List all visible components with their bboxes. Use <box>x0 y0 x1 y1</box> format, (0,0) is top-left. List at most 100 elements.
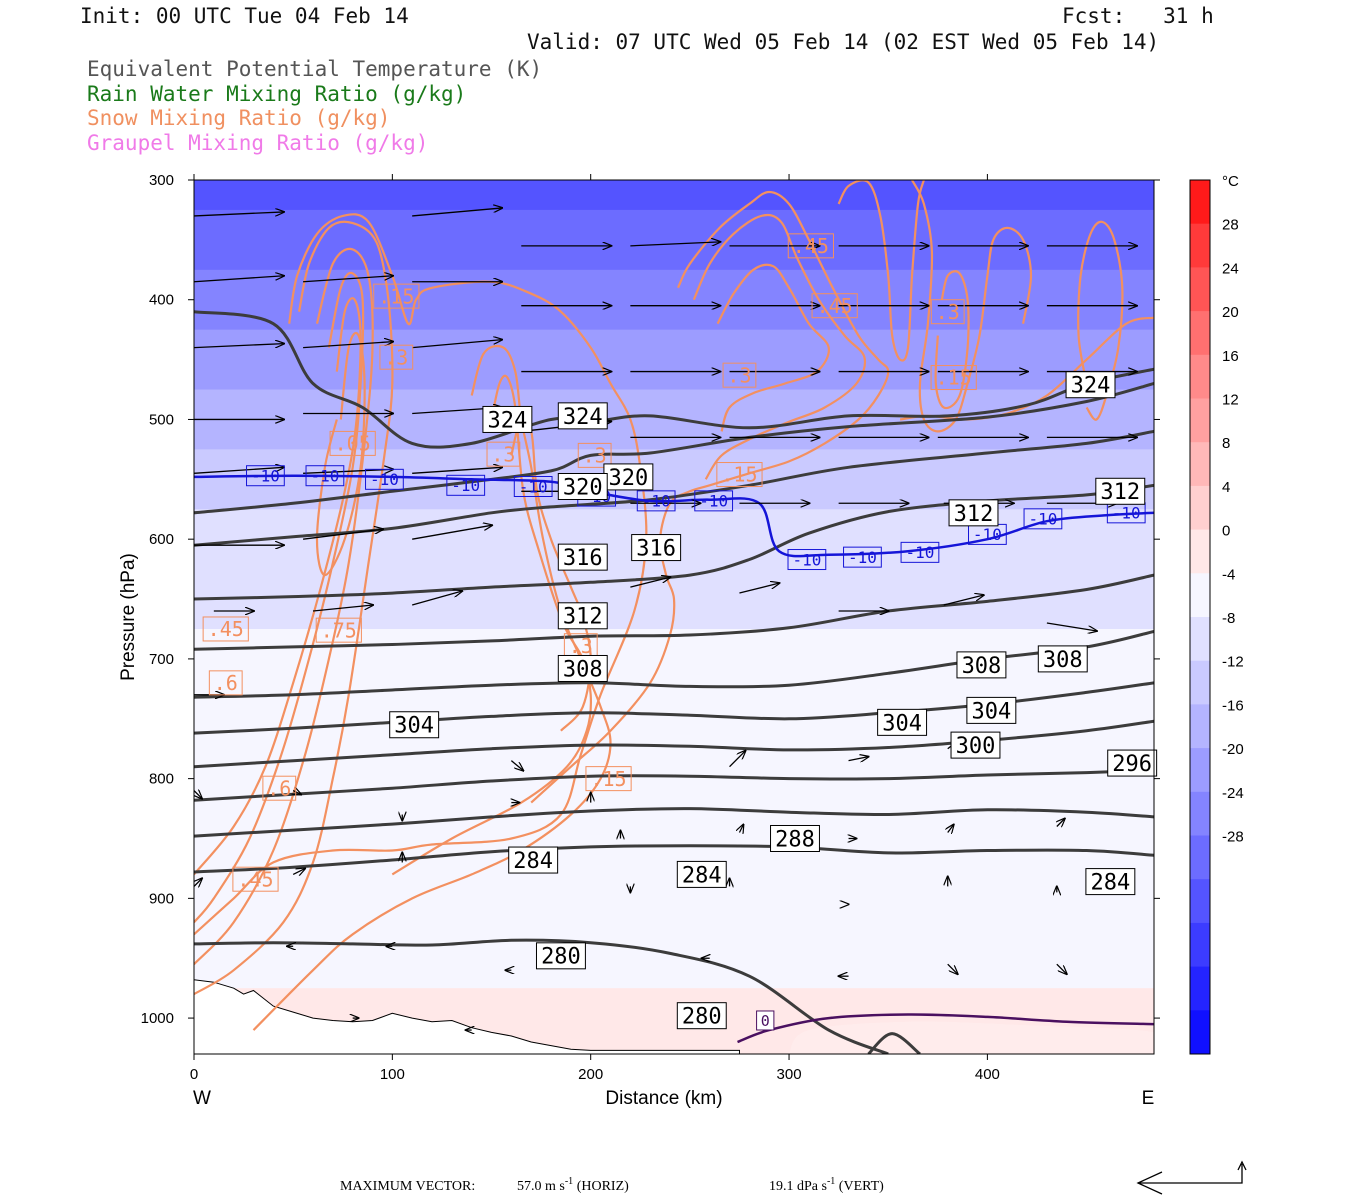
snow-label: .05 <box>335 432 371 456</box>
snow-contour <box>315 331 366 577</box>
theta-e-label-box <box>1107 749 1158 777</box>
wind-vector <box>312 605 373 612</box>
wind-vector <box>194 791 202 799</box>
colorbar-swatch <box>1190 529 1210 574</box>
theta-e-label: 324 <box>1071 374 1111 399</box>
snow-label-box <box>787 233 834 259</box>
snow-label-box <box>329 430 376 456</box>
theta-e-label: 316 <box>636 536 676 561</box>
wind-vector <box>194 276 284 283</box>
wind-vector <box>303 529 383 540</box>
theta-e-label: 312 <box>954 502 994 527</box>
wind-vector <box>293 791 301 795</box>
temp-band <box>194 209 1154 271</box>
snow-contour <box>530 190 890 804</box>
snow-label: .15 <box>590 767 626 791</box>
theta-e-label: 312 <box>1100 480 1140 505</box>
colorbar-swatch <box>1190 835 1210 880</box>
colorbar-swatch <box>1190 223 1210 268</box>
theta-e-label-box <box>557 543 608 571</box>
temp-band <box>194 868 1154 929</box>
colorbar-tick-label: -24 <box>1222 785 1244 802</box>
colorbar-swatch <box>1190 485 1210 531</box>
snow-contour <box>194 220 394 996</box>
snow-label: .45 <box>208 617 244 641</box>
wind-vector <box>194 344 284 349</box>
colorbar-tick-label: 20 <box>1222 304 1239 321</box>
colorbar-swatch <box>1190 573 1210 618</box>
plot-frame <box>193 179 1155 1055</box>
snow-label-box <box>930 299 965 325</box>
footer: MAXIMUM VECTOR: 57.0 m s-1 (HORIZ) 19.1 dP… <box>340 1160 1247 1195</box>
temp-band <box>194 748 1154 810</box>
theta-e-contour <box>194 573 1154 651</box>
theta-e-label: 300 <box>956 734 996 759</box>
y-axis-label: Pressure (hPa) <box>118 553 139 681</box>
snow-label-box <box>315 617 362 643</box>
colorbar-unit: °C <box>1222 173 1239 190</box>
colorbar-tick-label: 24 <box>1222 260 1239 277</box>
snow-label-box <box>486 441 521 467</box>
theta-e-label-box <box>557 472 608 500</box>
temp-band <box>194 180 1154 211</box>
horiz-max-vector: 57.0 m s-1 (HORIZ) <box>517 1176 629 1194</box>
theta-e-label-box <box>631 534 682 562</box>
axes: 300 400 500 600 700 800 900 1000 0 100 200 300 400 Di… <box>118 172 1160 1109</box>
isotherm-minus10-label: -10 <box>973 525 1002 544</box>
snow-label: .45 <box>793 234 829 258</box>
colorbar-tick-label: 0 <box>1222 523 1230 540</box>
max-vector-label: MAXIMUM VECTOR: <box>340 1179 475 1194</box>
snow-contour <box>194 213 648 936</box>
colorbar-tick-label: -28 <box>1222 829 1244 846</box>
y-tick-label: 900 <box>149 890 174 907</box>
colorbar-swatch <box>1190 704 1210 749</box>
wind-vector <box>412 340 502 349</box>
reference-vector-head-vert <box>1237 1160 1247 1171</box>
wind-vector <box>948 825 954 833</box>
colorbar-tick-label: -12 <box>1222 654 1244 671</box>
theta-e-contour <box>194 807 1154 838</box>
isotherm-minus10-label: -10 <box>1028 510 1057 529</box>
theta-e-contour <box>194 719 1154 769</box>
y-tick-label: 600 <box>149 531 174 548</box>
x-tick-label: 200 <box>578 1066 603 1083</box>
x-tick-label: 0 <box>190 1066 198 1083</box>
colorbar-tick-label: 16 <box>1222 348 1239 365</box>
wind-vector <box>947 963 958 974</box>
isotherm-minus10-label-box <box>1023 508 1063 530</box>
wind-vectors <box>194 208 1137 1030</box>
wind-vector <box>630 242 720 247</box>
isotherm-minus10-label: -10 <box>699 492 728 511</box>
legend-snow: Snow Mixing Ratio (g/kg) <box>87 106 391 130</box>
colorbar-swatch <box>1190 180 1210 225</box>
legend-graupel: Graupel Mixing Ratio (g/kg) <box>87 131 429 155</box>
isotherm-minus10-label: -10 <box>370 470 399 489</box>
theta-e-label: 304 <box>394 714 434 739</box>
theta-e-label: 312 <box>563 605 603 630</box>
theta-e-label: 284 <box>513 849 553 874</box>
valid-time: Valid: 07 UTC Wed 05 Feb 14 (02 EST Wed … <box>527 30 1160 54</box>
colorbar-swatch <box>1190 398 1210 443</box>
snow-contour <box>1077 220 1124 421</box>
colorbar-tick-label: -20 <box>1222 741 1244 758</box>
colorbar-swatch <box>1190 879 1210 924</box>
theta-e-label-box <box>535 942 586 970</box>
isotherm-zero-label: 0 <box>761 1012 770 1030</box>
theta-e-contour <box>194 382 1154 515</box>
wind-vector <box>510 760 523 771</box>
snow-label-box <box>202 616 249 642</box>
snow-contour <box>194 297 362 876</box>
temperature-shading <box>194 180 1154 1054</box>
isotherm-minus10-label: -10 <box>519 477 548 496</box>
isotherm-minus10-label-box <box>305 465 345 487</box>
snow-contour <box>194 271 365 924</box>
isotherm-minus10-label: -10 <box>251 466 280 485</box>
temp-band <box>194 928 1154 989</box>
snow-label-box <box>379 344 414 370</box>
wind-vector <box>739 825 743 833</box>
colorbar-tick-label: 12 <box>1222 392 1239 409</box>
isotherm-minus10 <box>194 474 1154 558</box>
reference-vector <box>1138 1164 1243 1184</box>
colorbar-swatch <box>1190 922 1210 968</box>
y-tick-label: 800 <box>149 771 174 788</box>
